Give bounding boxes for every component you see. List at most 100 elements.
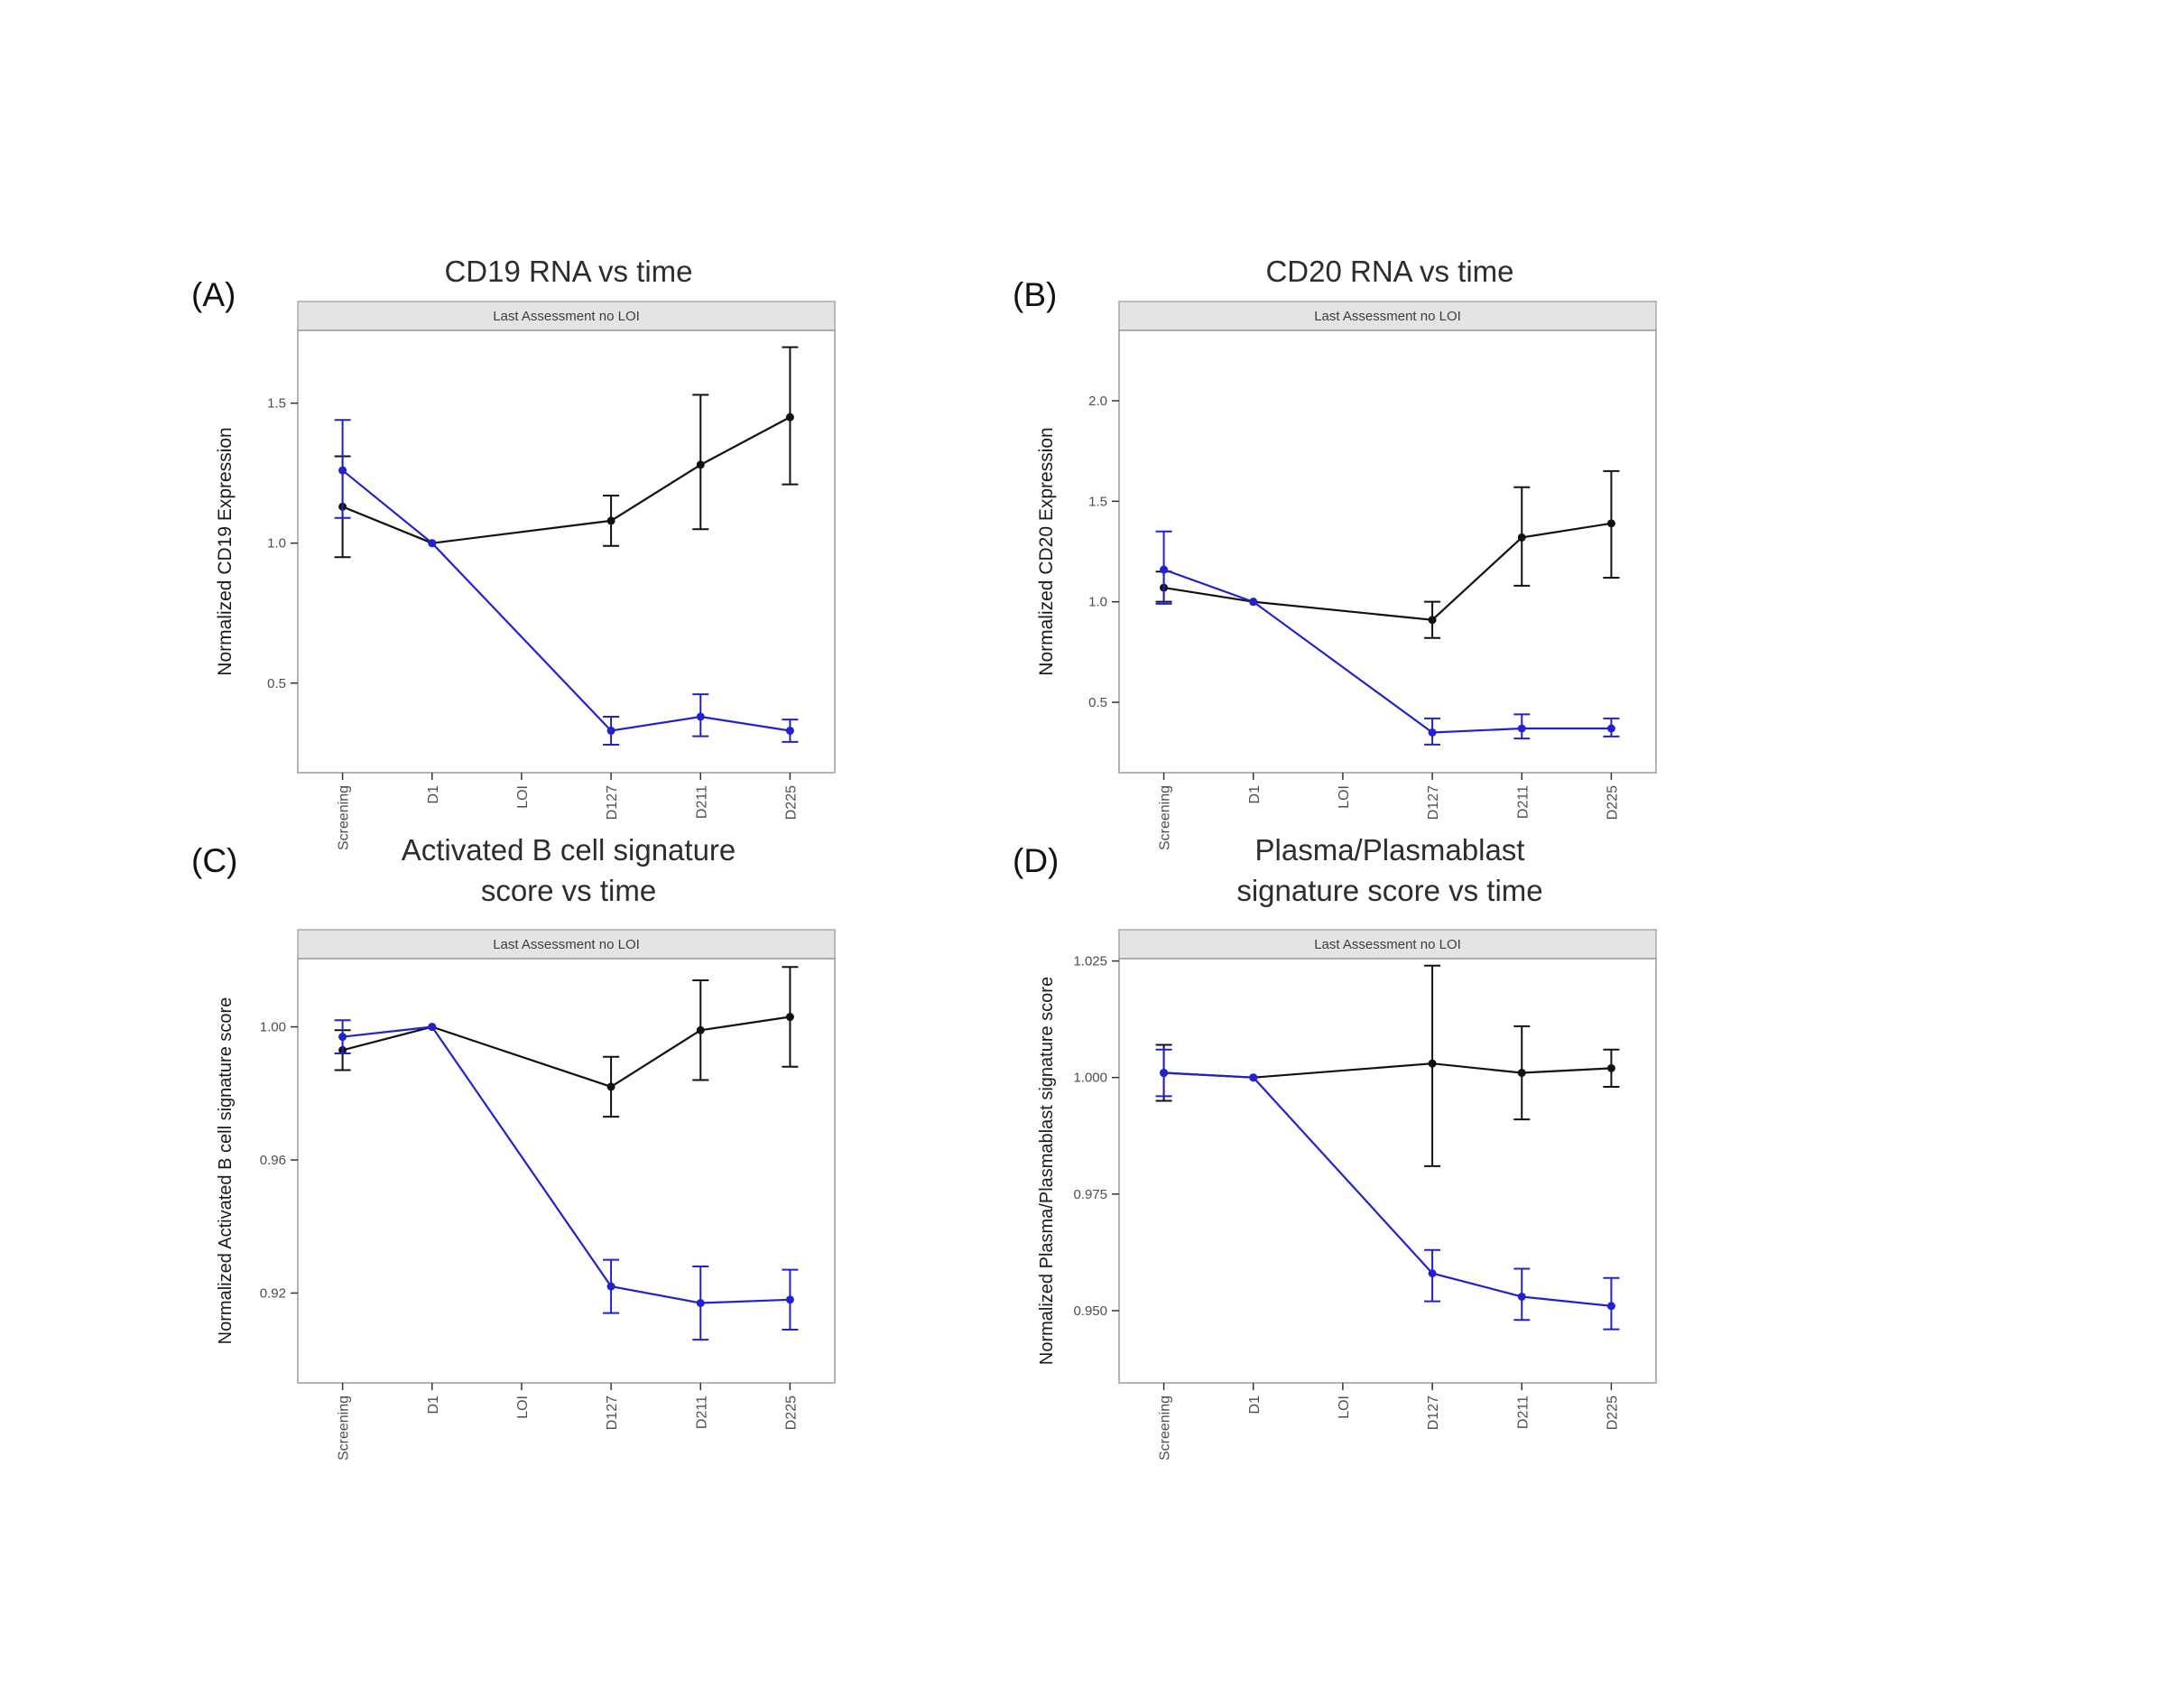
x-tick-label: D127 — [605, 1396, 620, 1430]
y-tick-label: 1.5 — [267, 396, 286, 412]
x-tick-label: Screening — [1158, 785, 1173, 850]
panel-d-title-line1: Plasma/Plasmablast — [1254, 833, 1525, 867]
x-tick-label: LOI — [515, 785, 531, 809]
x-tick-label: D1 — [1247, 1396, 1263, 1414]
data-point-blue — [1428, 728, 1437, 737]
panel-A: (A) CD19 RNA vs time Last Assessment no … — [180, 235, 902, 907]
plot-panel — [297, 329, 836, 774]
x-tick-label: Screening — [1158, 1396, 1173, 1461]
panel-c-title-line2: score vs time — [480, 874, 657, 907]
y-tick-label: 0.92 — [260, 1285, 286, 1301]
panel-c-plot: Last Assessment no LOI 0.92 0.96 1.00 Screen… — [216, 929, 836, 1461]
data-point-blue — [1606, 1302, 1615, 1311]
data-point-black — [606, 1082, 615, 1091]
y-tick-label: 1.0 — [1088, 595, 1107, 610]
x-tick-label: D211 — [1515, 785, 1531, 819]
facet-strip — [1118, 929, 1657, 960]
y-tick-label: 0.950 — [1073, 1303, 1107, 1319]
y-axis-label: Normalized CD19 Expression — [215, 427, 236, 675]
panel-d-label: (D) — [1013, 842, 1060, 879]
data-point-black — [1517, 533, 1526, 542]
data-point-black — [696, 460, 705, 469]
data-point-black — [1606, 1063, 1615, 1072]
panel-D: (D) Plasma/Plasmablast signature score v… — [1002, 817, 1724, 1530]
data-point-blue — [1160, 565, 1169, 574]
data-point-blue — [1428, 1269, 1437, 1278]
panel-C: (C) Activated B cell signature score vs … — [180, 817, 902, 1530]
data-point-blue — [428, 1023, 437, 1032]
data-point-blue — [606, 1282, 615, 1291]
data-point-black — [1517, 1069, 1526, 1078]
data-point-blue — [428, 539, 437, 548]
y-tick-label: 0.96 — [260, 1153, 286, 1168]
y-axis-label: Normalized CD20 Expression — [1036, 427, 1057, 675]
data-point-black — [606, 516, 615, 525]
data-point-black — [785, 1013, 794, 1022]
panel-a-label: (A) — [191, 276, 236, 313]
x-tick-label: Screening — [337, 1396, 352, 1461]
facet-strip — [1118, 301, 1657, 331]
data-point-blue — [785, 1295, 794, 1304]
data-point-blue — [785, 726, 794, 735]
panel-a-title-line1: CD19 RNA vs time — [444, 255, 693, 288]
panel-c-title: Activated B cell signature score vs time — [298, 830, 839, 911]
y-tick-label: 0.975 — [1073, 1187, 1107, 1202]
y-tick-label: 1.0 — [267, 536, 286, 552]
y-tick-label: 2.0 — [1088, 394, 1107, 409]
data-point-black — [696, 1025, 705, 1034]
x-tick-label: D211 — [694, 785, 709, 819]
y-axis-label: Normalized Activated B cell signature sc… — [216, 997, 236, 1345]
plot-panel — [297, 958, 836, 1384]
panel-d-plot: Last Assessment no LOI 0.950 0.975 1.000 1.0… — [1037, 929, 1657, 1461]
data-point-black — [1428, 1059, 1437, 1068]
data-point-blue — [1606, 724, 1615, 733]
panel-b-title: CD20 RNA vs time — [1119, 251, 1661, 292]
data-point-black — [1606, 519, 1615, 528]
x-tick-label: D225 — [1605, 785, 1620, 820]
data-point-blue — [338, 1033, 347, 1042]
x-tick-label: D225 — [1605, 1396, 1620, 1430]
data-point-blue — [1517, 724, 1526, 733]
plot-panel — [1118, 958, 1657, 1384]
panel-B: (B) CD20 RNA vs time Last Assessment no … — [1002, 235, 1724, 907]
y-tick-label: 1.5 — [1088, 494, 1107, 509]
data-point-blue — [696, 1299, 705, 1308]
data-point-blue — [338, 466, 347, 475]
panel-b-label: (B) — [1013, 276, 1058, 313]
x-tick-label: D211 — [1515, 1396, 1531, 1429]
x-tick-label: D127 — [1426, 1396, 1441, 1430]
data-point-blue — [1160, 1069, 1169, 1078]
panel-c-label: (C) — [191, 842, 238, 879]
facet-strip — [297, 929, 836, 960]
y-tick-label: 1.025 — [1073, 954, 1107, 969]
panel-a-title: CD19 RNA vs time — [298, 251, 839, 292]
data-point-black — [1428, 616, 1437, 625]
panel-b-plot: Last Assessment no LOI 0.5 1.0 1.5 2.0 Screen… — [1036, 301, 1657, 850]
facet-strip-label: Last Assessment no LOI — [493, 937, 640, 952]
y-axis-label: Normalized Plasma/Plasmablast signature … — [1037, 977, 1057, 1365]
data-point-blue — [1517, 1292, 1526, 1301]
panel-d-title-line2: signature score vs time — [1236, 874, 1543, 907]
y-tick-label: 1.000 — [1073, 1071, 1107, 1086]
x-tick-label: D211 — [694, 1396, 709, 1429]
x-tick-label: D1 — [1247, 785, 1263, 804]
x-tick-label: D225 — [783, 1396, 799, 1430]
plot-panel — [1118, 329, 1657, 774]
data-point-blue — [696, 712, 705, 721]
facet-strip-label: Last Assessment no LOI — [1314, 937, 1461, 952]
x-tick-label: D127 — [605, 785, 620, 820]
facet-strip — [297, 301, 836, 331]
x-tick-label: LOI — [515, 1396, 531, 1419]
data-point-blue — [606, 726, 615, 735]
x-tick-label: D1 — [426, 1396, 441, 1414]
y-tick-label: 1.00 — [260, 1020, 286, 1035]
x-tick-label: LOI — [1337, 785, 1352, 809]
panel-c-title-line1: Activated B cell signature — [401, 833, 736, 867]
y-tick-label: 0.5 — [1088, 695, 1107, 710]
panel-b-title-line1: CD20 RNA vs time — [1265, 255, 1514, 288]
panel-a-plot: Last Assessment no LOI 0.5 1.0 1.5 Screening… — [215, 301, 836, 850]
data-point-black — [785, 413, 794, 422]
x-tick-label: D225 — [783, 785, 799, 820]
x-tick-label: Screening — [337, 785, 352, 850]
